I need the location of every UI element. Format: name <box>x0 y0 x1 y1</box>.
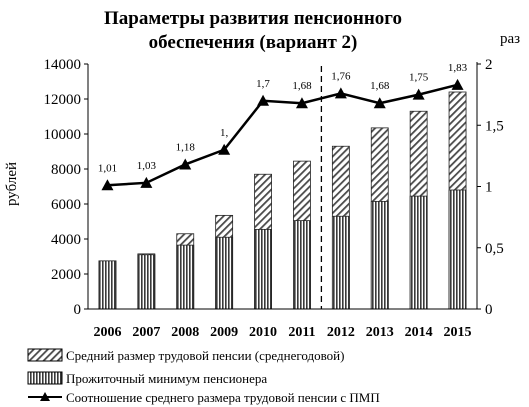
legend: Средний размер трудовой пенсии (среднего… <box>27 348 380 405</box>
bar-minimum-2011 <box>293 220 311 310</box>
x-tick-label: 2013 <box>366 325 394 340</box>
x-tick-label: 2006 <box>93 325 121 340</box>
x-tick-label: 2007 <box>132 325 160 340</box>
ratio-marker-2015 <box>451 78 464 90</box>
y-tick-label: 6000 <box>51 197 81 213</box>
ratio-marker-2014 <box>412 88 425 100</box>
chart-title-line-1: Параметры развития пенсионного <box>104 8 402 29</box>
ratio-marker-2011 <box>295 97 308 109</box>
ratio-marker-2007 <box>140 176 153 188</box>
x-tick-label: 2014 <box>405 325 433 340</box>
y-tick-label: 12000 <box>44 92 82 108</box>
ratio-data-label: 1,75 <box>409 72 429 84</box>
ratio-data-label: 1,7 <box>256 78 270 90</box>
legend-label-pension: Средний размер трудовой пенсии (среднего… <box>66 348 344 363</box>
legend-label-ratio: Соотношение среднего размера трудовой пе… <box>66 390 380 405</box>
x-tick-label: 2010 <box>249 325 277 340</box>
bar-minimum-2008 <box>176 244 195 310</box>
ratio-marker-2008 <box>179 158 192 170</box>
bar-minimum-2014 <box>409 195 428 310</box>
y2-tick-label: 1,5 <box>485 118 504 134</box>
y-tick-label: 4000 <box>51 232 81 248</box>
y2-tick-label: 1 <box>485 180 493 196</box>
bar-minimum-2012 <box>331 215 350 310</box>
y-tick-label: 10000 <box>44 127 82 143</box>
y2-tick-label: 0,5 <box>485 241 504 257</box>
y-tick-label: 0 <box>74 302 82 318</box>
ratio-data-label: 1,68 <box>292 80 312 92</box>
x-tick-label: 2011 <box>288 325 315 340</box>
legend-marker-ratio <box>40 392 50 401</box>
y2-tick-label: 2 <box>485 57 493 73</box>
bar-minimum-2007 <box>137 254 156 310</box>
ratio-marker-2006 <box>101 179 114 191</box>
y-tick-label: 14000 <box>44 57 82 73</box>
axes-group: 0 2000 4000 6000 8000 10000 12000 14000 0 0,5 1 1,5… <box>44 57 504 340</box>
ratio-data-label: 1,83 <box>448 62 468 74</box>
bar-minimum-2006 <box>98 260 117 310</box>
bar-minimum-2010 <box>254 228 272 310</box>
x-tick-label: 2009 <box>210 325 238 340</box>
ratio-data-label: 1,01 <box>98 162 117 174</box>
bars-group <box>98 91 467 310</box>
y-axis-label: рублей <box>4 162 20 206</box>
bar-minimum-2013 <box>370 200 389 310</box>
chart-title-line-2: обеспечения (вариант 2) <box>149 32 358 53</box>
legend-swatch-pension <box>27 348 63 362</box>
y2-axis-label: раз <box>500 31 520 47</box>
ratio-data-label: 1,68 <box>370 80 390 92</box>
x-tick-label: 2015 <box>444 325 472 340</box>
bar-minimum-2009 <box>215 236 234 310</box>
ratio-line <box>107 83 458 187</box>
ratio-data-label: 1, <box>220 127 229 139</box>
ratio-marker-2009 <box>218 143 231 155</box>
legend-swatch-minimum <box>27 371 63 385</box>
ratio-marker-2013 <box>373 97 386 109</box>
ratio-line-group: 1,01 1,03 1,18 1, 1,7 1,68 1,76 1,68 1,75 1,83 <box>98 62 468 191</box>
y-tick-label: 2000 <box>51 267 81 283</box>
x-tick-label: 2012 <box>327 325 355 340</box>
y-tick-label: 8000 <box>51 162 81 178</box>
ratio-marker-2012 <box>334 87 347 99</box>
ratio-data-label: 1,18 <box>176 141 196 153</box>
legend-label-minimum: Прожиточный минимум пенсионера <box>66 371 267 386</box>
x-tick-label: 2008 <box>171 325 199 340</box>
bar-minimum-2015 <box>448 189 467 310</box>
ratio-data-label: 1,03 <box>137 160 157 172</box>
ratio-data-label: 1,76 <box>331 70 351 82</box>
y2-tick-label: 0 <box>485 302 493 318</box>
ratio-marker-2010 <box>257 94 270 106</box>
